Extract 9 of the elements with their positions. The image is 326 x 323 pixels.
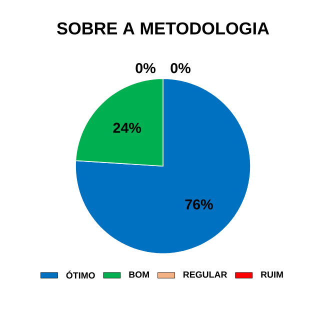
data-label: 76%: [185, 199, 213, 210]
data-label: 24%: [113, 122, 142, 133]
legend-label: RUIM: [261, 271, 283, 278]
legend-label: BOM: [129, 271, 149, 278]
text: 0%: [170, 63, 190, 74]
text: 0%: [136, 63, 156, 74]
legend-label: ÓTIMO: [66, 270, 95, 279]
legend-label: REGULAR: [183, 271, 228, 278]
chart-title: SOBRE A METODOLOGIA: [57, 22, 270, 35]
